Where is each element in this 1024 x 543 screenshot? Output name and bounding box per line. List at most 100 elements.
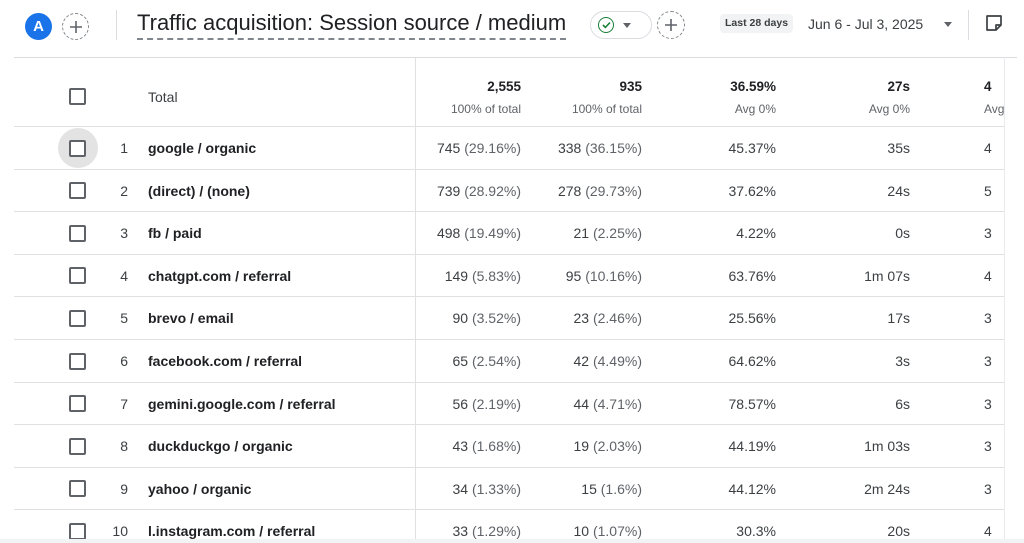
source-medium[interactable]: yahoo / organic — [148, 480, 252, 497]
sessions-cell: 56 (2.19%) — [453, 396, 522, 412]
avatar-letter: A — [33, 18, 44, 35]
sessions-percent: (19.49%) — [464, 225, 521, 242]
engagement-rate-cell: 4.22% — [736, 225, 776, 242]
header-divider — [116, 10, 117, 40]
source-medium[interactable]: facebook.com / referral — [148, 353, 303, 369]
row-checkbox[interactable] — [69, 224, 86, 242]
sessions-percent: (1.33%) — [471, 480, 521, 497]
truncated-metric-cell: 3 — [984, 353, 992, 369]
truncated-metric-cell: 3 — [984, 310, 992, 327]
total-sub: 100% of total — [450, 102, 521, 116]
engagement-rate-cell: 64.62% — [728, 353, 776, 369]
engaged-sessions-value: 95 — [565, 267, 582, 284]
sessions-percent: (3.52%) — [471, 310, 521, 327]
chevron-down-icon[interactable] — [944, 22, 952, 27]
engagement-rate-cell: 78.57% — [728, 395, 776, 412]
avatar[interactable]: A — [25, 13, 52, 40]
truncated-metric-cell: 5 — [984, 182, 992, 199]
add-comparison-button[interactable] — [62, 13, 89, 40]
row-number: 9 — [120, 480, 128, 497]
date-range[interactable]: Jun 6 - Jul 3, 2025 — [808, 16, 924, 32]
total-value: 27s — [887, 79, 910, 94]
engaged-sessions-cell: 10 (1.07%) — [574, 523, 643, 539]
sessions-cell: 33 (1.29%) — [453, 523, 522, 539]
table-row[interactable]: 7 gemini.google.com / referral 56 (2.19%) 4… — [14, 383, 1005, 426]
table-row[interactable]: 9 yahoo / organic 34 (1.33%) 15 (1.6%) 44.12… — [14, 468, 1005, 511]
table-row[interactable]: 6 facebook.com / referral 65 (2.54%) 42 (4.… — [14, 340, 1005, 383]
engaged-sessions-percent: (4.71%) — [592, 395, 642, 412]
engagement-rate-cell: 37.62% — [728, 182, 776, 199]
row-checkbox[interactable] — [69, 309, 86, 327]
note-icon[interactable] — [984, 13, 1004, 33]
table-row[interactable]: 4 chatgpt.com / referral 149 (5.83%) 95 (10… — [14, 255, 1005, 298]
source-medium[interactable]: (direct) / (none) — [148, 182, 250, 199]
table-row[interactable]: 10 l.instagram.com / referral 33 (1.29%) 10… — [14, 510, 1005, 539]
engaged-sessions-cell: 44 (4.71%) — [574, 396, 643, 412]
sessions-percent: (2.54%) — [471, 353, 521, 369]
horizontal-scrollbar[interactable] — [0, 539, 1024, 543]
source-medium[interactable]: brevo / email — [148, 310, 234, 327]
source-medium[interactable]: google / organic — [148, 140, 257, 156]
source-medium[interactable]: l.instagram.com / referral — [148, 523, 316, 539]
avg-engagement-time-cell: 3s — [895, 353, 910, 369]
avg-engagement-time-cell: 6s — [895, 395, 910, 412]
row-checkbox[interactable] — [69, 182, 86, 200]
engagement-rate-cell: 25.56% — [728, 310, 776, 327]
engaged-sessions-percent: (36.15%) — [585, 140, 642, 156]
engagement-rate-cell: 44.19% — [728, 438, 776, 455]
row-checkbox[interactable] — [69, 437, 86, 455]
source-medium[interactable]: fb / paid — [148, 225, 202, 242]
row-checkbox[interactable] — [69, 267, 86, 285]
date-preset-badge: Last 28 days — [720, 14, 794, 33]
source-medium[interactable]: chatgpt.com / referral — [148, 267, 292, 284]
row-number: 10 — [112, 523, 128, 539]
sessions-cell: 745 (29.16%) — [437, 140, 521, 156]
row-checkbox[interactable] — [69, 395, 86, 413]
engaged-sessions-value: 21 — [573, 225, 590, 242]
engaged-sessions-value: 10 — [573, 523, 590, 539]
engagement-rate-cell: 30.3% — [736, 523, 776, 539]
engaged-sessions-value: 278 — [557, 182, 582, 199]
sessions-value: 149 — [444, 267, 469, 284]
truncated-metric-cell: 4 — [984, 140, 992, 156]
report-status-dropdown[interactable] — [590, 11, 652, 39]
avg-engagement-time-cell: 1m 03s — [864, 438, 910, 455]
engaged-sessions-cell: 19 (2.03%) — [574, 438, 643, 454]
engaged-sessions-cell: 15 (1.6%) — [581, 481, 642, 497]
total-sub: 100% of total — [571, 102, 642, 116]
select-all-checkbox[interactable] — [69, 88, 86, 105]
sessions-percent: (29.16%) — [464, 140, 521, 156]
row-checkbox[interactable] — [69, 480, 86, 498]
row-checkbox[interactable] — [69, 139, 86, 157]
source-medium[interactable]: gemini.google.com / referral — [148, 395, 336, 412]
sessions-cell: 34 (1.33%) — [453, 481, 522, 497]
table-row[interactable]: 1 google / organic 745 (29.16%) 338 (36.15%… — [14, 127, 1005, 170]
truncated-metric-cell: 3 — [984, 395, 992, 412]
sessions-cell: 90 (3.52%) — [453, 310, 522, 326]
row-checkbox[interactable] — [69, 352, 86, 370]
sessions-value: 498 — [436, 225, 461, 242]
sessions-percent: (28.92%) — [464, 182, 521, 199]
row-checkbox[interactable] — [69, 522, 86, 539]
truncated-metric-cell: 4 — [984, 523, 992, 539]
add-filter-button[interactable] — [657, 11, 685, 39]
page-title[interactable]: Traffic acquisition: Session source / me… — [137, 10, 567, 40]
avg-engagement-time-cell: 24s — [887, 182, 910, 199]
source-medium[interactable]: duckduckgo / organic — [148, 438, 293, 455]
sessions-cell: 43 (1.68%) — [453, 438, 522, 454]
engaged-sessions-cell: 278 (29.73%) — [558, 183, 642, 199]
avg-engagement-time-cell: 2m 24s — [864, 480, 910, 497]
table-row[interactable]: 3 fb / paid 498 (19.49%) 21 (2.25%) 4.22% 0s 3 — [14, 212, 1005, 255]
table-row[interactable]: 8 duckduckgo / organic 43 (1.68%) 19 (2.03%… — [14, 425, 1005, 468]
row-number: 7 — [120, 395, 128, 412]
engagement-rate-cell: 63.76% — [728, 267, 776, 284]
table-row[interactable]: 2 (direct) / (none) 739 (28.92%) 278 (29.73… — [14, 170, 1005, 213]
engaged-sessions-value: 338 — [557, 140, 582, 156]
sessions-value: 739 — [436, 182, 461, 199]
table-row[interactable]: 5 brevo / email 90 (3.52%) 23 (2.46%) 25.56%… — [14, 297, 1005, 340]
sessions-cell: 498 (19.49%) — [437, 225, 521, 241]
sessions-value: 90 — [452, 310, 469, 327]
row-number: 6 — [120, 353, 128, 369]
truncated-metric-cell: 3 — [984, 438, 992, 455]
sessions-value: 65 — [452, 353, 469, 369]
